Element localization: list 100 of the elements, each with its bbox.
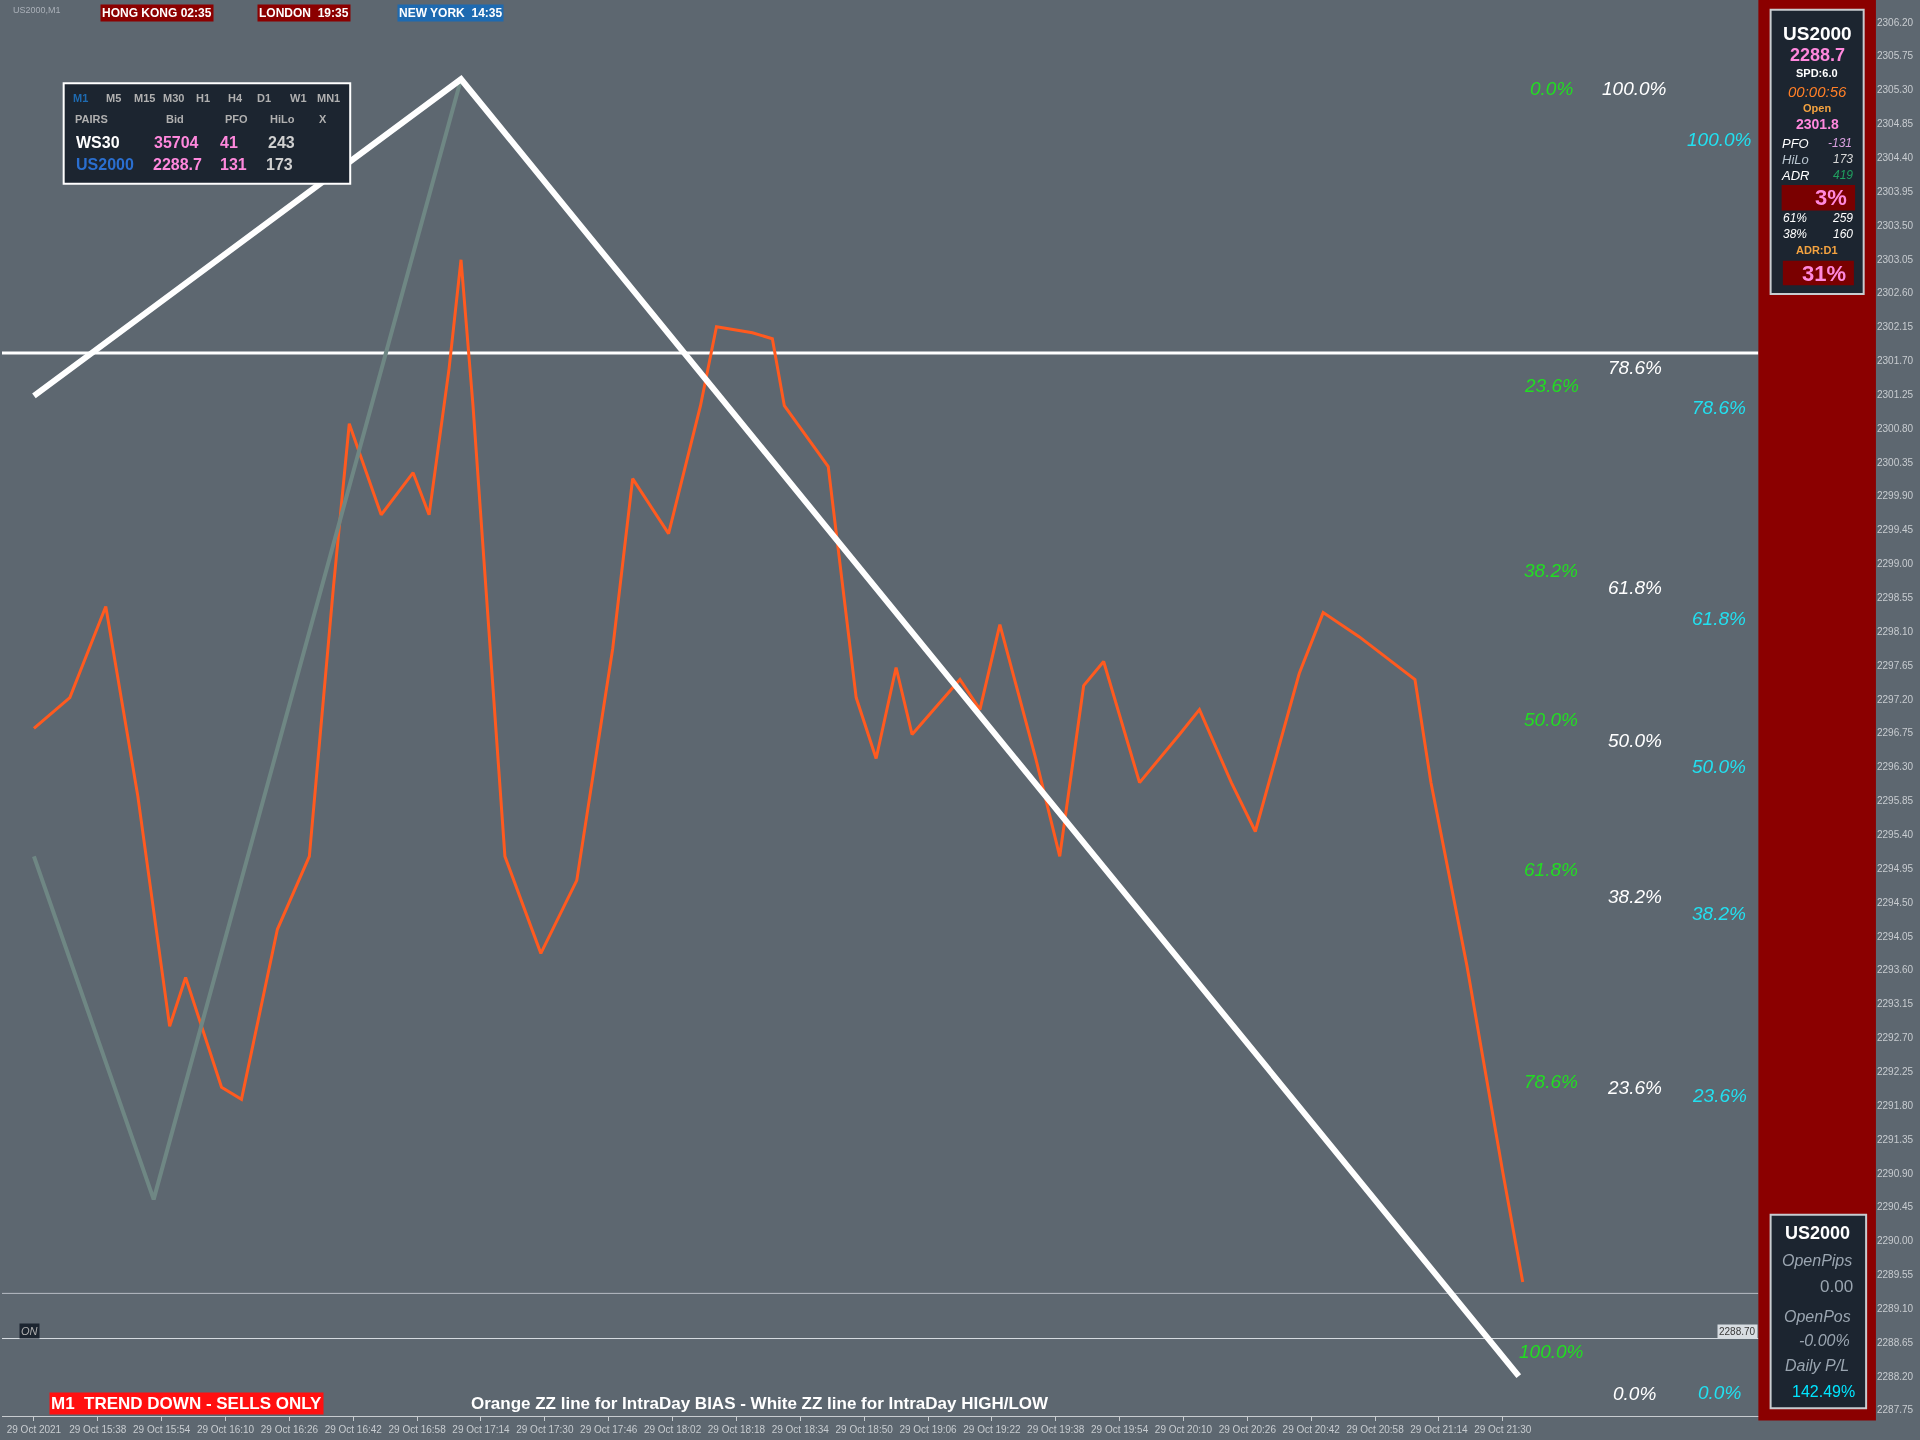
x-tick-label: 29 Oct 18:18 [707,1424,766,1435]
annotation: LONDON 19:35 [259,6,349,20]
annotation: M15 [134,92,156,104]
x-tick-label: 29 Oct 20:26 [1218,1424,1277,1435]
annotation: WS30 [76,134,120,151]
annotation: SPD:6.0 [1796,67,1838,79]
y-tick-label: 2293.15 [1877,998,1914,1010]
annotation: MN1 [317,92,341,104]
annotation: 61% [1783,211,1808,225]
annotation: 259 [1832,211,1854,225]
x-tick-label: 29 Oct 19:38 [1027,1424,1085,1435]
annotation: 2288.7 [153,156,203,173]
x-tick-label: 29 Oct 17:46 [580,1424,638,1435]
x-tick-label: 29 Oct 21:30 [1474,1424,1532,1435]
annotation: US2000 [1783,23,1852,44]
annotation: 50.0% [1524,709,1578,730]
y-tick-label: 2288.20 [1877,1370,1914,1382]
annotation: 131 [220,156,247,173]
annotation: 78.6% [1608,357,1662,378]
y-tick-label: 2300.80 [1877,422,1914,434]
annotation: 38% [1783,227,1808,241]
annotation: 2288.7 [1790,45,1846,65]
annotation: 00:00:56 [1788,83,1848,100]
annotation: X [319,113,327,125]
x-tick-label: 29 Oct 19:22 [963,1424,1021,1435]
annotation: OpenPos [1784,1308,1851,1325]
x-tick-label: 29 Oct 17:14 [452,1424,511,1435]
y-tick-label: 2293.60 [1877,964,1914,976]
y-tick-label: 2287.75 [1877,1404,1914,1416]
y-tick-label: 2303.95 [1877,185,1914,197]
x-tick-label: 29 Oct 16:42 [324,1424,383,1435]
y-tick-label: 2297.65 [1877,659,1914,671]
y-tick-label: 2302.60 [1877,287,1914,299]
annotation: 243 [268,134,295,151]
annotation: W1 [290,92,307,104]
annotation: 0.00 [1820,1277,1854,1296]
y-tick-label: 2291.35 [1877,1133,1914,1145]
y-tick-label: 2289.55 [1877,1269,1914,1281]
annotation: M30 [163,92,185,104]
annotation: US2000,M1 [13,5,61,15]
annotation: PAIRS [75,113,108,125]
x-tick-label: 29 Oct 18:02 [643,1424,702,1435]
annotation: 100.0% [1602,78,1667,99]
y-tick-label: 2304.40 [1877,151,1914,163]
annotation: 61.8% [1692,608,1746,629]
annotation: 31% [1802,261,1847,286]
annotation: 23.6% [1524,375,1579,396]
annotation: US2000 [76,156,134,173]
x-tick-label: 29 Oct 15:54 [133,1424,191,1435]
annotation: M5 [106,92,122,104]
x-tick-label: 29 Oct 18:50 [835,1424,894,1435]
annotation: -0.00% [1799,1332,1850,1349]
x-tick-label: 29 Oct 20:10 [1154,1424,1213,1435]
annotation: M1 [73,92,89,104]
x-tick-label: 29 Oct 20:42 [1282,1424,1341,1435]
x-tick-label: 29 Oct 19:06 [899,1424,958,1435]
annotation: 38.2% [1608,886,1662,907]
x-tick-label: 29 Oct 21:14 [1410,1424,1468,1435]
y-tick-label: 2296.75 [1877,727,1914,739]
annotation: PFO [1782,136,1809,151]
annotation: 35704 [154,134,199,151]
annotation: 100.0% [1519,1341,1584,1362]
annotation: 173 [266,156,293,173]
y-tick-label: 2298.55 [1877,592,1914,604]
annotation: 50.0% [1692,756,1746,777]
y-tick-label: 2303.05 [1877,253,1914,265]
y-tick-label: 2305.30 [1877,84,1914,96]
annotation: 50.0% [1608,730,1662,751]
y-tick-label: 2305.75 [1877,50,1914,62]
x-tick-label: 29 Oct 16:10 [196,1424,255,1435]
y-tick-label: 2294.95 [1877,862,1914,874]
y-tick-label: 2292.70 [1877,1032,1914,1044]
annotation: 142.49% [1792,1383,1856,1400]
y-tick-label: 2290.00 [1877,1235,1914,1247]
y-tick-label: 2299.00 [1877,558,1914,570]
y-tick-label: 2294.05 [1877,930,1914,942]
y-tick-label: 2303.50 [1877,219,1914,231]
y-tick-label: 2301.25 [1877,388,1914,400]
annotation: 2301.8 [1796,116,1840,132]
y-tick-label: 2292.25 [1877,1065,1914,1077]
annotation: HONG KONG 02:35 [102,6,212,20]
y-tick-label: 2290.45 [1877,1201,1914,1213]
y-tick-label: 2289.10 [1877,1302,1914,1314]
annotation: HiLo [270,113,295,125]
annotation: 78.6% [1524,1071,1578,1092]
x-tick-label: 29 Oct 16:26 [260,1424,319,1435]
annotation: D1 [257,92,272,104]
annotation: H4 [228,92,243,104]
x-tick-label: 29 Oct 18:34 [771,1424,830,1435]
annotation: 41 [220,134,238,151]
y-tick-label: 2294.50 [1877,896,1914,908]
y-tick-label: 2295.40 [1877,829,1914,840]
annotation: M1 TREND DOWN - SELLS ONLY [51,1394,323,1413]
annotation: US2000 [1785,1223,1851,1243]
line-series [32,258,1525,1284]
annotation: 0.0% [1698,1382,1742,1403]
annotation: 38.2% [1692,903,1746,924]
x-tick-label: 29 Oct 2021 [6,1424,62,1435]
annotation: NEW YORK 14:35 [399,6,503,20]
y-tick-label: 2297.20 [1877,693,1914,705]
